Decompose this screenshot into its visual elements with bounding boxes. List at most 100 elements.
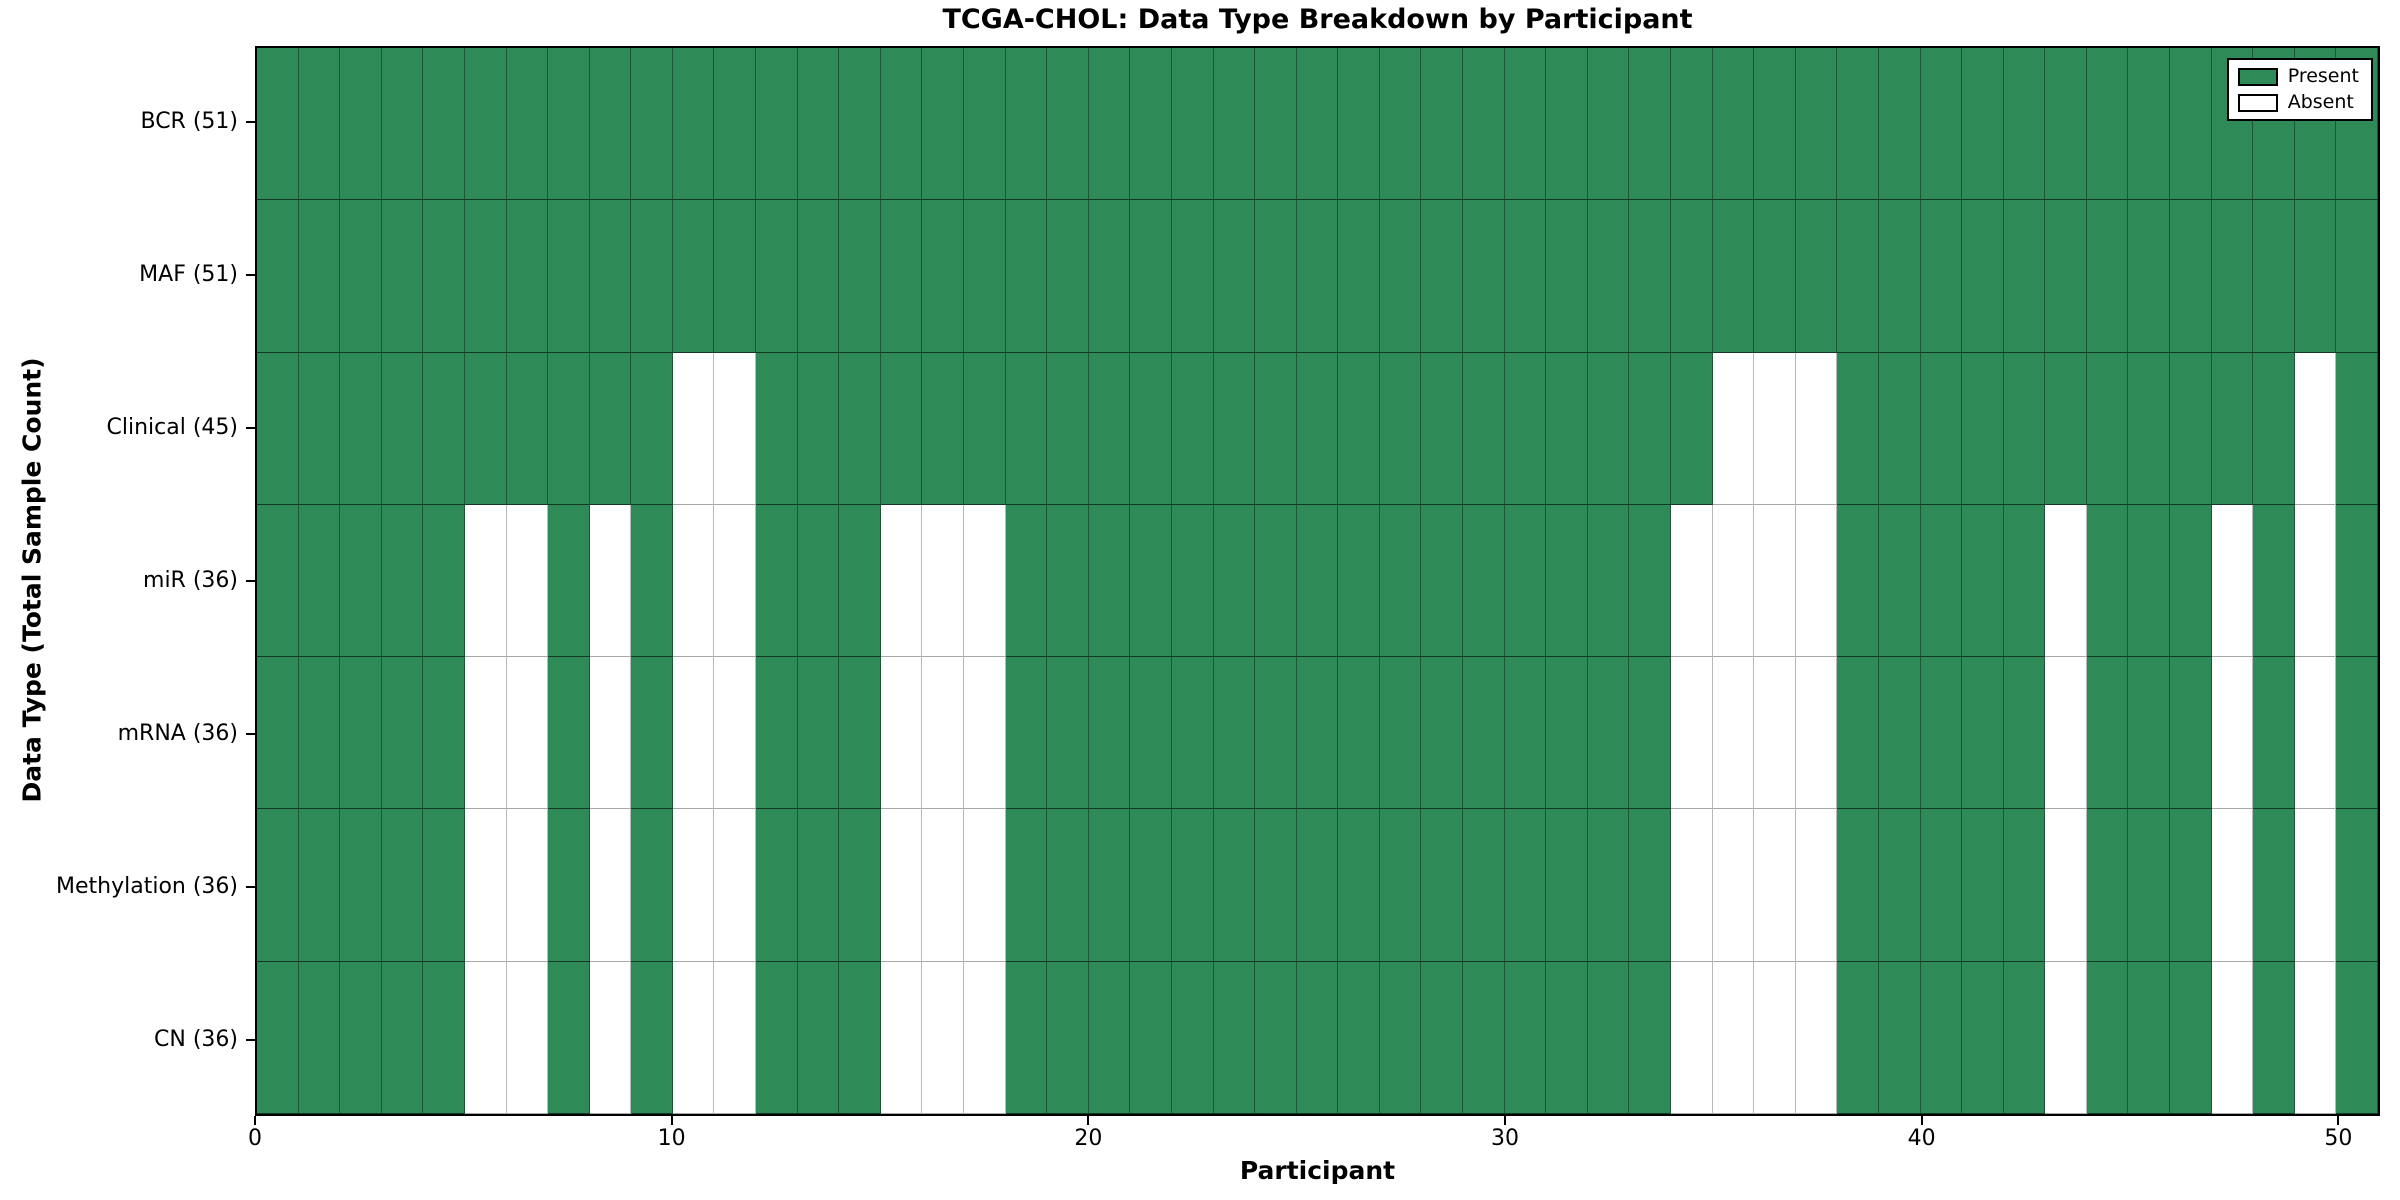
- grid-cell: [1296, 48, 1339, 201]
- grid-cell: [298, 200, 341, 353]
- grid-cell: [2336, 657, 2378, 810]
- plot-area: Present Absent: [255, 46, 2380, 1116]
- grid-cell: [1629, 961, 1671, 1114]
- grid-cell: [1920, 200, 1963, 353]
- grid-cell: [298, 809, 341, 962]
- grid-cell: [340, 48, 382, 201]
- grid-cell: [381, 200, 424, 353]
- grid-cell: [1213, 352, 1256, 505]
- grid-cell: [506, 48, 549, 201]
- grid-cell: [2045, 961, 2087, 1114]
- grid-cell: [506, 809, 549, 962]
- grid-cell: [423, 809, 465, 962]
- grid-cell: [340, 352, 382, 505]
- grid-cell: [1088, 961, 1131, 1114]
- grid-cell: [2086, 352, 2129, 505]
- grid-cell: [1629, 504, 1671, 658]
- y-tick-mark: [246, 427, 255, 430]
- y-tick-label: mRNA (36): [117, 720, 238, 746]
- grid-cell: [1463, 809, 1505, 962]
- grid-cell: [797, 200, 840, 353]
- grid-cell: [1671, 352, 1713, 505]
- grid-cell: [2336, 352, 2378, 505]
- grid-cell: [2086, 504, 2129, 658]
- grid-cell: [548, 48, 590, 201]
- grid-cell: [672, 657, 715, 810]
- grid-cell: [1878, 961, 1921, 1114]
- grid-cell: [2045, 809, 2087, 962]
- grid-cell: [2253, 809, 2295, 962]
- grid-cell: [880, 48, 923, 201]
- grid-cell: [1421, 809, 1464, 962]
- grid-cell: [1504, 504, 1547, 658]
- grid-cell: [2128, 657, 2171, 810]
- grid-cell: [1962, 48, 2004, 201]
- grid-cell: [631, 657, 673, 810]
- grid-cell: [2170, 961, 2212, 1114]
- grid-cell: [839, 657, 881, 810]
- grid-cell: [2003, 657, 2046, 810]
- grid-cell: [1463, 48, 1505, 201]
- grid-cell: [257, 504, 299, 658]
- grid-cell: [1629, 809, 1671, 962]
- grid-cell: [1088, 657, 1131, 810]
- grid-cell: [756, 200, 798, 353]
- grid-cell: [1255, 200, 1297, 353]
- legend-entry: Present: [2237, 67, 2359, 86]
- grid-cell: [1712, 200, 1755, 353]
- grid-cell: [1047, 352, 1089, 505]
- grid-cell: [506, 504, 549, 658]
- grid-cell: [1005, 809, 1048, 962]
- grid-cell: [2294, 200, 2337, 353]
- grid-cell: [1754, 200, 1796, 353]
- grid-cell: [1546, 809, 1588, 962]
- grid-cell: [589, 352, 632, 505]
- x-tick-label: 30: [1491, 1126, 1519, 1151]
- grid-cell: [839, 504, 881, 658]
- grid-cell: [1421, 961, 1464, 1114]
- x-tick-mark: [1920, 1116, 1923, 1125]
- grid-cell: [1629, 657, 1671, 810]
- grid-cell: [2170, 200, 2212, 353]
- grid-cell: [464, 48, 507, 201]
- grid-cell: [1920, 352, 1963, 505]
- grid-cell: [464, 809, 507, 962]
- grid-cell: [1171, 200, 1214, 353]
- y-tick-mark: [246, 580, 255, 582]
- grid-cell: [1962, 352, 2004, 505]
- grid-cell: [922, 961, 964, 1114]
- grid-cell: [464, 961, 507, 1114]
- grid-cell: [1962, 200, 2004, 353]
- grid-cell: [1463, 657, 1505, 810]
- grid-cell: [1130, 352, 1172, 505]
- grid-cell: [1338, 352, 1380, 505]
- grid-cell: [1837, 504, 1879, 658]
- grid-cell: [2086, 657, 2129, 810]
- grid-cell: [1088, 48, 1131, 201]
- grid-cell: [1171, 657, 1214, 810]
- grid-cell: [1546, 504, 1588, 658]
- grid-cell: [2170, 504, 2212, 658]
- grid-cell: [1504, 200, 1547, 353]
- grid-cell: [2336, 504, 2378, 658]
- grid-cell: [548, 961, 590, 1114]
- grid-cell: [1837, 200, 1879, 353]
- grid-cell: [1878, 809, 1921, 962]
- grid-cell: [839, 809, 881, 962]
- grid-cell: [1338, 961, 1380, 1114]
- grid-cell: [714, 352, 757, 505]
- grid-cell: [1671, 48, 1713, 201]
- grid-cell: [1920, 961, 1963, 1114]
- grid-cell: [1296, 657, 1339, 810]
- grid-cell: [1005, 200, 1048, 353]
- grid-cell: [1005, 961, 1048, 1114]
- grid-cell: [2128, 48, 2171, 201]
- grid-cell: [672, 352, 715, 505]
- grid-cell: [1754, 48, 1796, 201]
- legend-entry: Absent: [2237, 93, 2359, 112]
- y-axis-label: Data Type (Total Sample Count): [17, 357, 47, 803]
- grid-cell: [1296, 961, 1339, 1114]
- grid-cell: [2045, 200, 2087, 353]
- grid-cell: [756, 504, 798, 658]
- grid-cell: [2128, 809, 2171, 962]
